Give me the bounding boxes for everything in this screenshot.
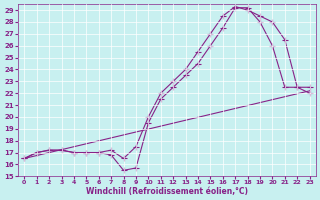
X-axis label: Windchill (Refroidissement éolien,°C): Windchill (Refroidissement éolien,°C) [86, 187, 248, 196]
